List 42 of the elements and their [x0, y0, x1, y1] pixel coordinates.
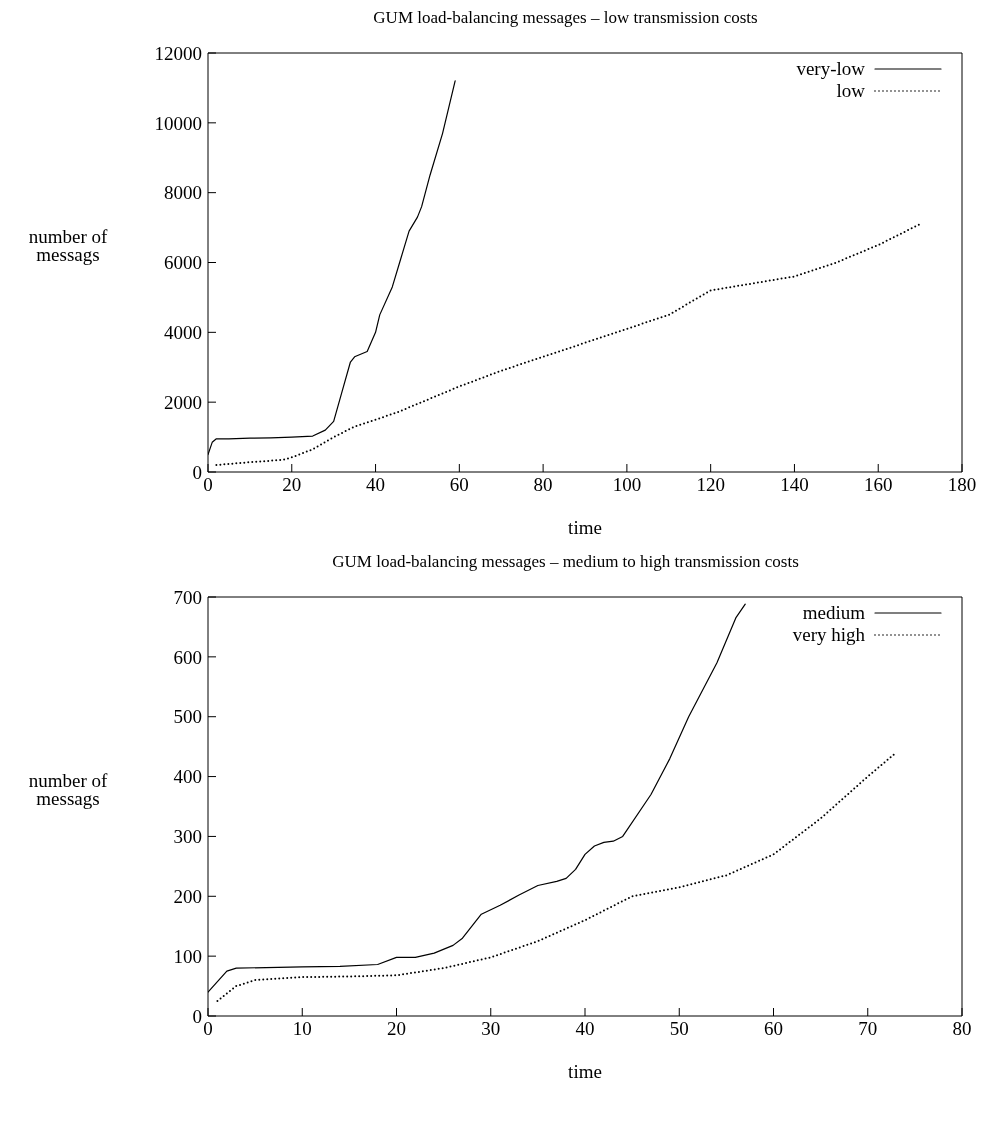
y-tick-label: 100 [173, 945, 202, 967]
x-tick-label: 120 [696, 474, 725, 496]
x-tick-label: 80 [952, 1018, 972, 1040]
chart-title: GUM load-balancing messages – low transmission costs [372, 8, 759, 29]
x-tick-label: 140 [780, 474, 809, 496]
x-tick-label: 20 [387, 1018, 406, 1040]
y-tick-label: 4000 [164, 322, 202, 344]
x-tick-label: 10 [292, 1018, 312, 1040]
x-tick-label: 70 [858, 1018, 878, 1040]
y-tick-label: 12000 [154, 42, 202, 64]
chart-title: GUM load-balancing messages – medium to high transmission costs [331, 552, 800, 573]
x-tick-label: 80 [533, 474, 553, 496]
y-tick-label: 400 [173, 766, 202, 788]
x-tick-label: 20 [282, 474, 302, 496]
x-axis-title: time [568, 517, 602, 538]
y-axis-title: number of messags [27, 770, 109, 809]
legend-label: low [836, 80, 865, 102]
x-tick-label: 40 [575, 1018, 595, 1040]
x-tick-label: 160 [863, 474, 893, 496]
legend-label: very-low [796, 58, 865, 80]
x-tick-label: 180 [947, 474, 977, 496]
y-tick-label: 200 [173, 886, 202, 908]
x-tick-label: 40 [366, 474, 386, 496]
x-tick-label: 30 [481, 1018, 501, 1040]
x-tick-label: 60 [764, 1018, 783, 1040]
y-tick-label: 6000 [164, 252, 202, 274]
x-tick-label: 50 [669, 1018, 689, 1040]
y-tick-label: 500 [173, 706, 202, 728]
line-series [216, 751, 898, 1003]
y-tick-label: 10000 [154, 112, 202, 134]
y-axis-title: number of messags [27, 226, 109, 265]
line-series [215, 223, 922, 467]
x-tick-label: 100 [612, 474, 642, 496]
y-tick-label: 700 [173, 586, 202, 608]
legend-label: medium [802, 602, 865, 624]
y-tick-label: 2000 [164, 391, 202, 413]
legend-label: very high [792, 624, 865, 646]
y-tick-label: 8000 [164, 182, 202, 204]
x-tick-label: 60 [449, 474, 469, 496]
y-tick-label: 600 [173, 646, 202, 668]
x-axis-title: time [568, 1061, 602, 1082]
y-tick-label: 300 [173, 826, 202, 848]
